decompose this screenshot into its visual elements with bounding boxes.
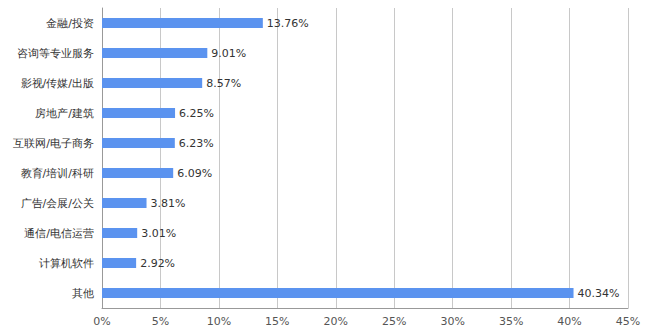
- svg-text:房地产/建筑: 房地产/建筑: [35, 107, 94, 120]
- svg-text:35%: 35%: [499, 315, 523, 328]
- svg-text:25%: 25%: [382, 315, 406, 328]
- svg-text:9.01%: 9.01%: [211, 47, 246, 60]
- svg-text:2.92%: 2.92%: [140, 257, 175, 270]
- svg-text:金融/投资: 金融/投资: [46, 17, 94, 30]
- svg-text:互联网/电子商务: 互联网/电子商务: [13, 137, 94, 150]
- svg-text:13.76%: 13.76%: [267, 17, 309, 30]
- svg-text:广告/会展/公关: 广告/会展/公关: [21, 197, 94, 210]
- svg-text:6.09%: 6.09%: [177, 167, 212, 180]
- svg-text:40.34%: 40.34%: [578, 287, 620, 300]
- svg-text:15%: 15%: [265, 315, 289, 328]
- svg-text:其他: 其他: [72, 287, 94, 300]
- svg-text:45%: 45%: [616, 315, 640, 328]
- svg-text:影视/传媒/出版: 影视/传媒/出版: [21, 77, 94, 90]
- svg-text:10%: 10%: [207, 315, 231, 328]
- svg-text:3.01%: 3.01%: [141, 227, 176, 240]
- svg-text:0%: 0%: [93, 315, 110, 328]
- svg-text:8.57%: 8.57%: [206, 77, 241, 90]
- svg-text:教育/培训/科研: 教育/培训/科研: [21, 167, 94, 180]
- svg-text:6.25%: 6.25%: [179, 107, 214, 120]
- svg-text:30%: 30%: [440, 315, 464, 328]
- svg-text:20%: 20%: [324, 315, 348, 328]
- svg-text:5%: 5%: [152, 315, 169, 328]
- svg-text:通信/电信运营: 通信/电信运营: [24, 227, 94, 240]
- svg-text:咨询等专业服务: 咨询等专业服务: [17, 47, 94, 60]
- svg-text:6.23%: 6.23%: [179, 137, 214, 150]
- svg-text:40%: 40%: [557, 315, 581, 328]
- svg-text:计算机软件: 计算机软件: [39, 257, 94, 270]
- svg-text:3.81%: 3.81%: [151, 197, 186, 210]
